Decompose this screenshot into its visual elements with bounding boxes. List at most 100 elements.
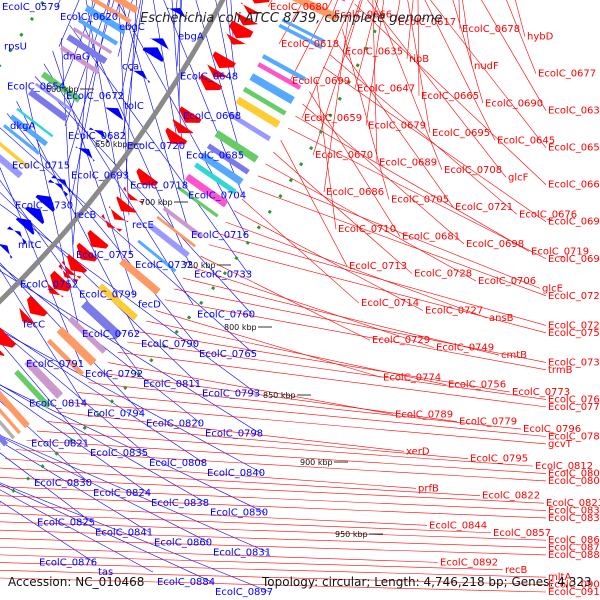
gene-label-ecolc_0647: EcolC_0647: [357, 83, 415, 94]
forward-gene-arrow: [50, 270, 73, 292]
forward-gene-arrow: [61, 260, 82, 279]
forward-cog-block: [261, 54, 306, 82]
reverse-cog-block: [28, 89, 69, 122]
label-pointer: [407, 0, 431, 133]
gene-label-cmtb: cmtB: [501, 350, 527, 361]
forward-cog-block: [184, 173, 229, 208]
label-pointer: [295, 115, 530, 252]
gene-label-fecd: fecD: [138, 299, 161, 310]
label-pointer: [0, 166, 82, 365]
gene-label-ecolc_0705: EcolC_0705: [391, 195, 449, 206]
label-pointer: [0, 500, 95, 563]
reverse-cog-block: [0, 141, 30, 169]
gene-label-ecolc_0668: EcolC_0668: [183, 111, 241, 122]
forward-cog-block: [177, 186, 219, 218]
forward-cog-block: [194, 162, 237, 195]
tick-label: 650 kbp: [95, 140, 128, 149]
forward-cog-block: [162, 206, 204, 239]
tick-label: 800 kbp: [224, 323, 257, 332]
forward-gene-arrow: [76, 242, 98, 262]
label-pointer: [155, 310, 382, 378]
reverse-cog-block: [112, 0, 139, 14]
position-ticks: 600 kbp 650 kbp 700 kbp 750 kbp 800 kbp 850 k…: [46, 85, 383, 539]
label-pointer: [506, 0, 537, 74]
label-pointer: [0, 435, 210, 543]
label-pointer: [146, 320, 447, 385]
gene-label-ecolc_0838: EcolC_0838: [151, 498, 209, 509]
gene-label-ecolc_0811: EcolC_0811: [143, 379, 201, 390]
gene-label-ecolc_0648: EcolC_0648: [180, 71, 238, 82]
forward-gene-arrow: [108, 206, 129, 223]
accession-text: Accession: NC_010468: [8, 575, 145, 589]
label-pointer: [374, 0, 443, 171]
gene-label-ecolc_0666: EcolC_0666: [334, 9, 392, 20]
label-pointer: [0, 554, 504, 571]
label-pointer: [0, 482, 271, 593]
label-pointer: [0, 400, 90, 484]
forward-cog-block: [278, 23, 323, 50]
label-pointer: [257, 175, 541, 289]
gene-label-ecolc_0775: EcolC_0775: [76, 250, 134, 261]
label-pointer: [424, 0, 496, 141]
label-pointer: [208, 244, 547, 334]
label-pointer: [0, 538, 547, 556]
label-pointer: [120, 0, 142, 97]
label-pointer: [88, 382, 522, 430]
gene-label-ecolc_0659: EcolC_0659: [304, 113, 362, 124]
forward-gene-arrow: [123, 186, 145, 204]
label-pointer: [0, 268, 85, 404]
forward-gene-arrow: [252, 0, 270, 4]
label-pointer: [0, 577, 547, 593]
label-pointer: [0, 529, 547, 548]
label-pointer: [0, 513, 492, 534]
gene-label-rece: recE: [132, 220, 154, 231]
label-pointer: [329, 54, 518, 215]
gene-label-ecolc_0765: EcolC_0765: [199, 349, 257, 360]
gene-label-mltc: mltC: [18, 240, 41, 251]
reverse-gene-arrow: [25, 206, 45, 225]
gene-label-ecolc_0695: EcolC_0695: [432, 128, 490, 139]
gene-label-trmb: trmB: [548, 365, 573, 376]
forward-gene-arrow: [0, 350, 5, 356]
forward-cog-block: [291, 0, 339, 22]
gene-label-ecolc_0670: EcolC_0670: [315, 150, 373, 161]
gene-label-mlta: mltA: [548, 572, 571, 583]
gene-label-ecolc_0678: EcolC_0678: [462, 24, 520, 35]
forward-cog-block: [46, 338, 85, 376]
label-pointer: [163, 0, 244, 196]
forward-gene-arrow: [241, 2, 264, 15]
label-pointer: [273, 151, 413, 274]
genome-backbone: [0, 0, 391, 504]
label-pointer: [0, 467, 481, 497]
label-pointer: [173, 288, 547, 363]
gene-label-ecolc_0798: EcolC_0798: [205, 428, 263, 439]
reverse-cog-block: [59, 45, 100, 75]
gene-label-ecolc_0665: EcolC_0665: [421, 91, 479, 102]
gene-label-ecolc_0682: EcolC_0682: [68, 131, 126, 142]
reverse-cog-block: [16, 107, 54, 138]
label-pointer: [0, 330, 263, 474]
gene-label-fecc: fecC: [23, 319, 45, 330]
gene-label-ecolc_0714: EcolC_0714: [361, 298, 419, 309]
forward-cog-block: [156, 215, 197, 248]
gene-label-recb: recB: [505, 565, 528, 576]
gene-label-glcf: glcF: [508, 172, 529, 183]
gene-label-ecolc_0850: EcolC_0850: [210, 508, 268, 519]
tick-label: 600 kbp: [46, 85, 79, 94]
forward-cog-block: [56, 326, 97, 366]
gene-label-ecolc_0779: EcolC_0779: [459, 417, 517, 428]
forward-gene-arrow: [229, 20, 254, 39]
gene-label-ecolc_0812: EcolC_0812: [535, 461, 593, 472]
gene-label-ecolc_0729: EcolC_0729: [372, 335, 430, 346]
gene-label-ecolc_0803: EcolC_0803: [548, 469, 600, 480]
reverse-cog-block: [9, 114, 49, 147]
label-pointer: [69, 0, 111, 206]
label-pointer: [280, 140, 348, 267]
forward-cog-block: [281, 18, 326, 44]
gene-label-ecolc_0821: EcolC_0821: [31, 438, 89, 449]
label-pointer: [289, 0, 333, 82]
gene-label-ecolc_0689: EcolC_0689: [379, 158, 437, 169]
label-pointer: [342, 29, 390, 200]
gene-label-ecolc_0875: EcolC_0875: [548, 543, 600, 554]
label-pointer: [116, 0, 247, 236]
